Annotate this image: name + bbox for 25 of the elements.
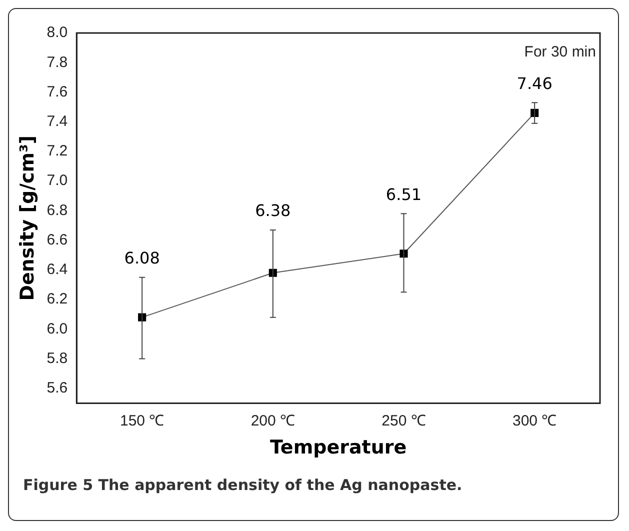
x-tick-label: 250 ℃ (382, 412, 426, 430)
y-axis-title: Density [g/cm³] (16, 135, 38, 301)
x-tick-label: 300 ℃ (512, 412, 557, 430)
data-label: 6.51 (386, 184, 422, 204)
y-tick-label: 7.8 (46, 54, 68, 71)
y-tick-label: 7.6 (46, 83, 68, 100)
x-tick-label: 200 ℃ (250, 412, 296, 430)
y-tick-label: 6.2 (46, 290, 68, 308)
y-tick-label: 8.0 (46, 24, 68, 42)
data-label: 7.46 (516, 74, 552, 93)
caption: Figure 5 The apparent density of the Ag nanopaste. (23, 476, 464, 494)
y-tick-label: 7.0 (46, 172, 68, 190)
y-tick-label: 7.4 (46, 112, 68, 130)
x-axis-title: Temperature (270, 436, 407, 459)
annotation: For 30 min (524, 44, 596, 61)
y-tick-label: 5.6 (46, 380, 68, 397)
data-label: 6.38 (255, 201, 291, 220)
y-tick-label: 6.6 (46, 231, 68, 248)
y-tick-label: 7.2 (46, 142, 68, 160)
y-tick-label: 6.0 (46, 320, 68, 338)
y-tick-label: 5.8 (46, 350, 68, 367)
y-tick-label: 6.8 (46, 202, 68, 219)
data-label: 6.08 (124, 248, 160, 268)
y-tick-label: 6.4 (46, 261, 68, 278)
x-tick-label: 150 ℃ (120, 412, 164, 430)
